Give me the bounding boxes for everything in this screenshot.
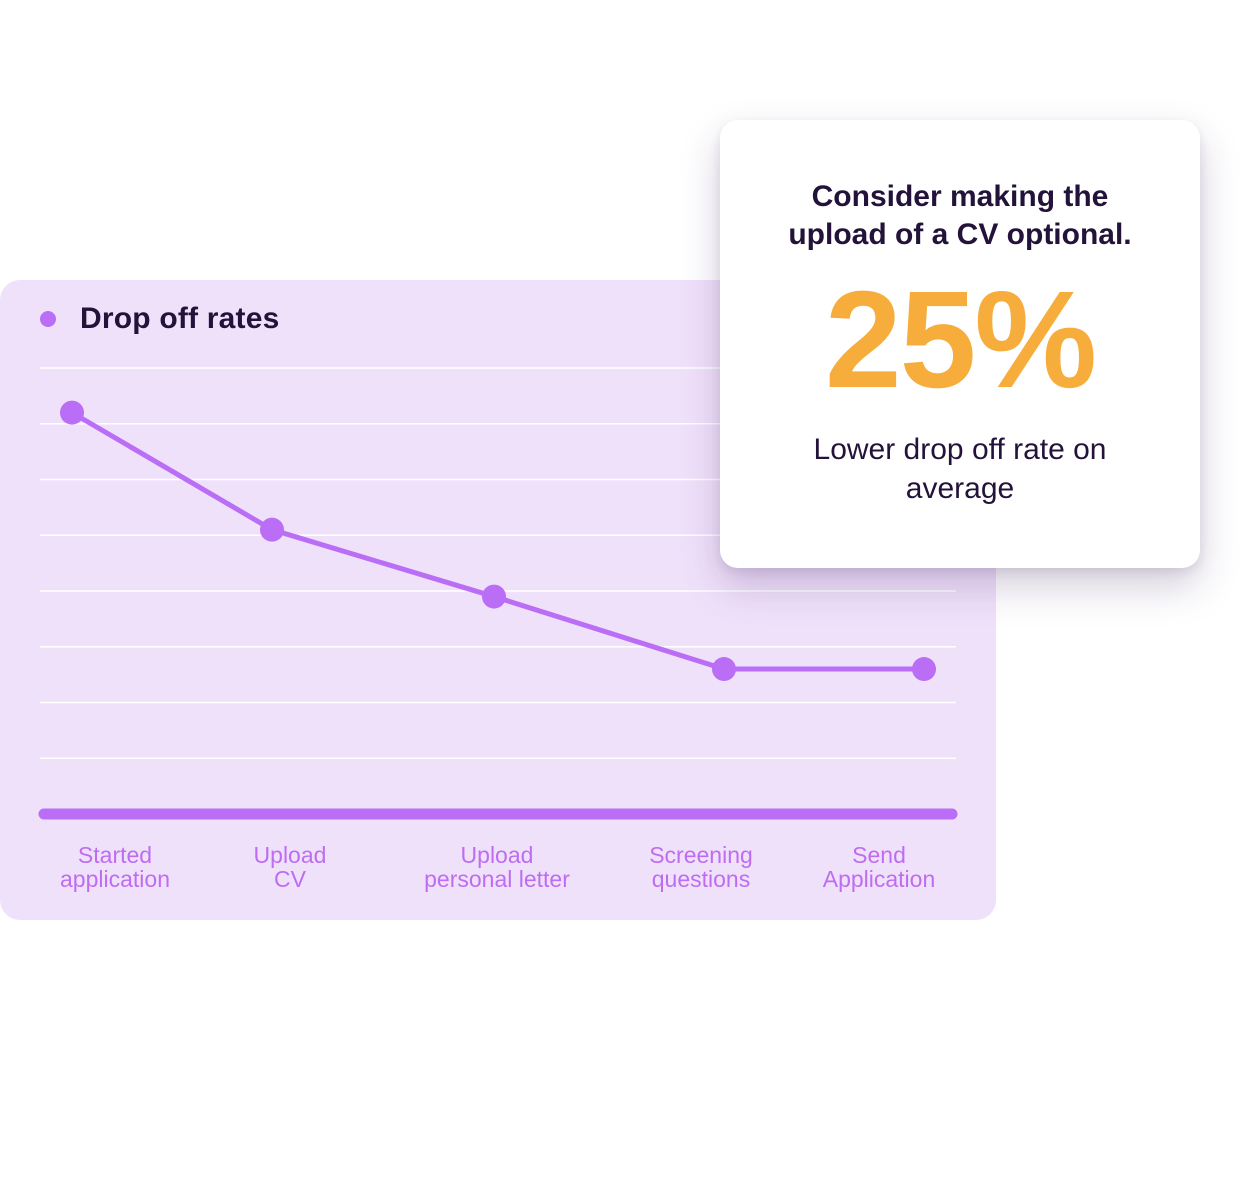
legend: Drop off rates <box>40 302 280 336</box>
insight-heading: Consider making the upload of a CV optio… <box>788 180 1132 251</box>
x-tick-label: Upload personal letter <box>424 842 570 892</box>
x-tick-label: Upload CV <box>253 842 327 892</box>
x-tick-label: Send Application <box>822 842 936 892</box>
data-point <box>912 657 936 682</box>
data-point <box>482 584 506 609</box>
data-point <box>712 657 736 682</box>
legend-label: Drop off rates <box>80 302 280 335</box>
data-point <box>60 400 84 425</box>
x-tick-label: Started application <box>60 842 170 892</box>
x-tick-label: Screening questions <box>649 842 753 892</box>
data-point <box>260 517 284 542</box>
insight-caption: Lower drop off rate on average <box>813 433 1107 505</box>
insight-stat: 25% <box>824 263 1097 417</box>
legend-marker <box>40 311 56 327</box>
insight-card: Consider making the upload of a CV optio… <box>720 120 1200 568</box>
